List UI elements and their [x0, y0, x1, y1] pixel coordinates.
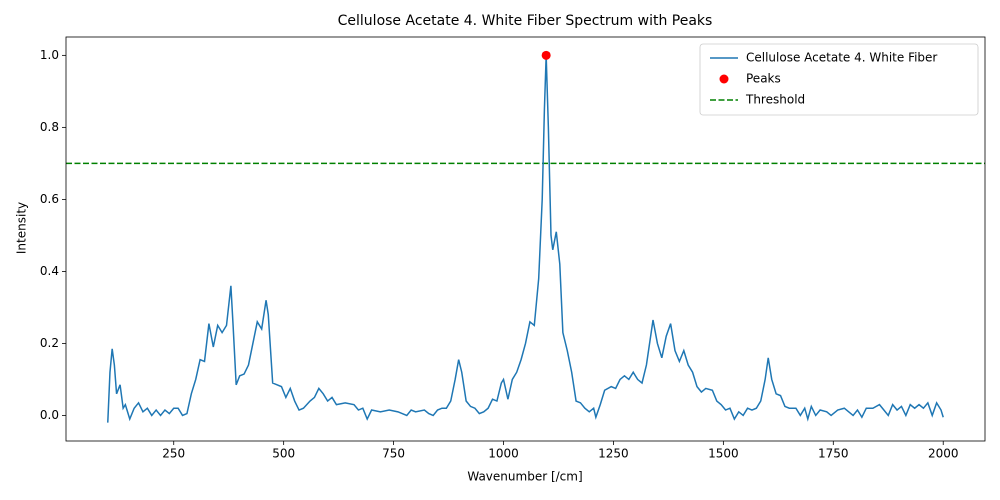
y-axis-label: Intensity [15, 202, 29, 254]
x-tick-label: 500 [272, 447, 295, 461]
x-tick-label: 1500 [708, 447, 739, 461]
legend-label: Threshold [745, 93, 805, 107]
y-tick-label: 0.8 [40, 120, 59, 134]
legend-label: Cellulose Acetate 4. White Fiber [746, 51, 937, 65]
chart-title: Cellulose Acetate 4. White Fiber Spectru… [338, 13, 713, 29]
plot-frame [65, 36, 986, 442]
legend-marker [719, 74, 729, 84]
y-tick-label: 0.0 [40, 408, 59, 422]
x-axis-label: Wavenumber [/cm] [467, 470, 582, 484]
x-tick-label: 250 [162, 447, 185, 461]
x-tick-label: 750 [382, 447, 405, 461]
x-tick-label: 1250 [598, 447, 629, 461]
legend-label: Peaks [746, 72, 781, 86]
y-tick-label: 1.0 [40, 48, 59, 62]
x-tick-label: 2000 [928, 447, 959, 461]
y-tick-label: 0.4 [40, 264, 59, 278]
spectrum-line [107, 55, 944, 423]
legend-box [699, 43, 979, 116]
y-tick-label: 0.2 [40, 336, 59, 350]
y-tick-label: 0.6 [40, 192, 59, 206]
peak-marker [541, 50, 551, 60]
x-tick-label: 1750 [818, 447, 849, 461]
x-tick-label: 1000 [488, 447, 519, 461]
